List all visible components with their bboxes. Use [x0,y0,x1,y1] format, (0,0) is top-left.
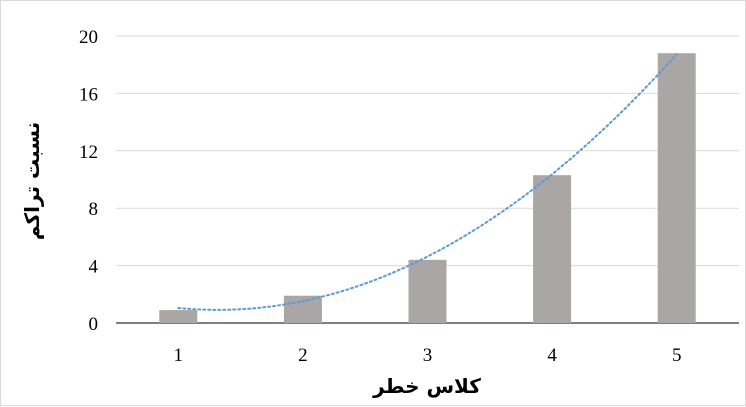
trendline-group [177,53,678,311]
bar [283,295,322,323]
x-tick-label: 5 [672,345,682,366]
trendline [177,53,678,311]
y-tick-label: 16 [79,84,98,105]
bar [159,310,198,323]
x-tick-label: 1 [174,345,184,366]
y-tick-label: 20 [79,27,98,48]
bars [159,53,696,323]
bar [657,53,696,323]
y-axis-title: نسبت تراکم [20,122,44,240]
y-tick-label: 4 [89,257,99,278]
x-tick-labels: 1 2 3 4 5 [174,345,682,366]
x-tick-label: 3 [423,345,433,366]
x-tick-label: 2 [298,345,308,366]
y-tick-labels: 0 4 8 12 16 20 [79,27,99,335]
bar [533,175,572,323]
x-axis-title: کلاس خطر [372,374,481,398]
y-tick-label: 0 [89,314,99,335]
x-tick-label: 4 [547,345,557,366]
y-tick-label: 12 [79,142,98,163]
bar [408,259,447,323]
y-tick-label: 8 [89,199,99,220]
